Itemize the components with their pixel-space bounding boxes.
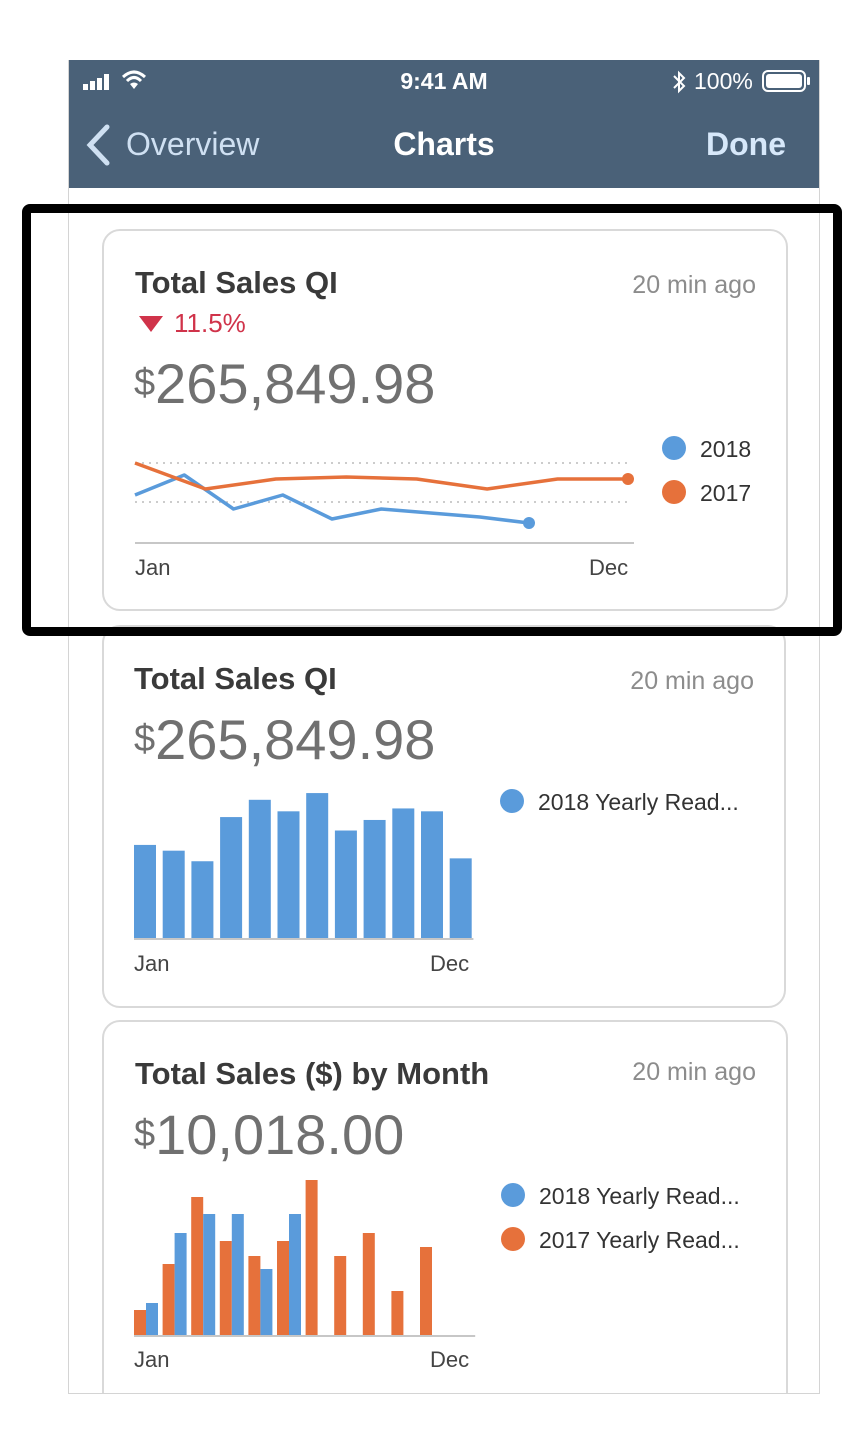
bar-2018: [231, 1214, 244, 1336]
legend-item-2018: 2018 Yearly Read...: [500, 789, 739, 816]
legend-dot: [500, 789, 524, 813]
series-end-point-2017: [622, 473, 634, 485]
legend-dot: [501, 1183, 525, 1207]
legend-dot: [662, 436, 686, 460]
amount-value: 265,849.98: [155, 352, 436, 415]
legend-label: 2017: [700, 480, 752, 506]
bar-2017: [277, 1241, 289, 1336]
bar-2018: [289, 1214, 301, 1336]
navigation-bar: 9:41 AM 100% Overview Charts Done: [69, 60, 819, 188]
legend-item-2018: 2018: [662, 436, 751, 463]
currency-symbol: $: [134, 1113, 156, 1155]
series-line-2017: [134, 461, 628, 491]
bar: [162, 850, 185, 939]
change-percentage: 11.5%: [174, 308, 246, 338]
amount-value: 10,018.00: [155, 1103, 405, 1166]
legend-label: 2018 Yearly Read...: [539, 1183, 740, 1209]
total-amount: $265,849.98: [134, 351, 435, 416]
total-amount: $265,849.98: [134, 707, 435, 772]
chart-card-bar[interactable]: Total Sales QI 20 min ago $265,849.98 Ja…: [102, 625, 786, 1008]
bar-2017: [305, 1180, 318, 1336]
series-end-point-2018: [523, 517, 535, 529]
bar: [277, 811, 300, 939]
bar-chart: [134, 793, 474, 940]
bluetooth-icon: [673, 70, 686, 94]
wifi-icon: [121, 70, 147, 89]
chart-card-line[interactable]: Total Sales QI 20 min ago 11.5% $265,849…: [102, 229, 788, 611]
bar-2018: [146, 1303, 158, 1336]
bar: [421, 811, 443, 939]
legend-item-2018: 2018 Yearly Read...: [501, 1183, 740, 1210]
bar-2018: [260, 1269, 273, 1336]
bar-2018: [174, 1233, 187, 1336]
legend-item-2017: 2017: [662, 480, 751, 507]
x-axis-end-label: Dec: [430, 951, 470, 976]
bar-2017: [219, 1241, 232, 1336]
bar: [220, 817, 243, 939]
line-chart: [134, 461, 634, 544]
bar: [191, 861, 214, 939]
bar: [363, 819, 386, 939]
chart-card-grouped-bar[interactable]: Total Sales ($) by Month 20 min ago $10,…: [102, 1020, 788, 1393]
bar-2017: [134, 1310, 146, 1336]
chevron-left-icon[interactable]: [85, 124, 111, 166]
currency-symbol: $: [134, 362, 156, 404]
back-button[interactable]: Overview: [126, 126, 260, 162]
card-title: Total Sales ($) by Month: [135, 1056, 490, 1091]
signal-icon: [83, 74, 109, 90]
card-title: Total Sales QI: [134, 661, 337, 696]
bar-2018: [203, 1214, 216, 1336]
currency-symbol: $: [134, 718, 156, 760]
x-axis-start-label: Jan: [134, 1347, 170, 1372]
bar: [248, 799, 271, 939]
amount-value: 265,849.98: [155, 708, 436, 771]
legend-label: 2018: [700, 436, 752, 462]
bar: [134, 844, 156, 939]
card-timestamp: 20 min ago: [632, 271, 756, 299]
bar: [306, 793, 329, 939]
done-button[interactable]: Done: [706, 126, 786, 162]
x-axis-start-label: Jan: [134, 951, 170, 976]
status-time: 9:41 AM: [400, 68, 488, 94]
x-axis-end-label: Dec: [589, 555, 629, 580]
legend-dot: [662, 480, 686, 504]
bar-2017: [362, 1233, 375, 1336]
bar-chart: [134, 1180, 476, 1337]
battery-icon: [762, 70, 810, 92]
legend-dot: [501, 1227, 525, 1251]
bar-2017: [420, 1247, 432, 1336]
bar-2017: [191, 1197, 204, 1336]
page-title: Charts: [393, 126, 495, 162]
x-axis-end-label: Dec: [430, 1347, 470, 1372]
down-triangle-icon: [139, 316, 163, 332]
phone-screen: 9:41 AM 100% Overview Charts Done Total …: [68, 60, 820, 1394]
bar: [449, 858, 472, 939]
total-amount: $10,018.00: [134, 1102, 404, 1167]
bar-2017: [162, 1264, 175, 1336]
bar-2017: [248, 1256, 261, 1336]
bar: [334, 830, 357, 939]
bar-2017: [391, 1291, 404, 1336]
battery-percentage: 100%: [694, 68, 753, 94]
card-title: Total Sales QI: [135, 265, 338, 300]
legend-label: 2017 Yearly Read...: [539, 1227, 740, 1253]
bar-2017: [334, 1256, 347, 1336]
legend-item-2017: 2017 Yearly Read...: [501, 1227, 740, 1254]
x-axis-start-label: Jan: [135, 555, 171, 580]
card-timestamp: 20 min ago: [630, 667, 754, 695]
legend-label: 2018 Yearly Read...: [538, 789, 739, 815]
bar: [392, 808, 415, 939]
card-timestamp: 20 min ago: [632, 1058, 756, 1086]
annotation-highlight-box: [22, 204, 842, 636]
